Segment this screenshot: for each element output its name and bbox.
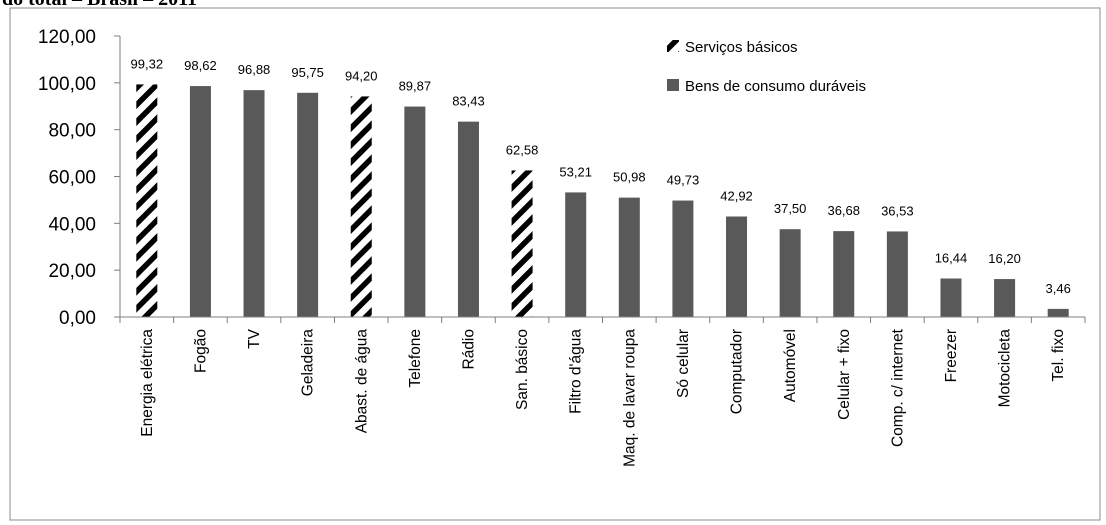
legend-label-basic-services: Serviços básicos <box>685 39 798 56</box>
data-label: 98,62 <box>184 58 217 73</box>
bar <box>994 279 1016 317</box>
bar <box>350 96 372 317</box>
category-label: Automóvel <box>782 329 799 402</box>
legend-swatch-solid <box>667 79 679 91</box>
data-label: 36,68 <box>827 203 860 218</box>
data-label: 89,87 <box>399 79 432 94</box>
category-label: Abast. de água <box>353 329 370 434</box>
category-label: Tel. fixo <box>1050 329 1067 382</box>
y-tick-label: 20,00 <box>48 261 96 282</box>
legend-swatch-hatched <box>667 40 679 52</box>
category-label: Maq. de lavar roupa <box>621 329 638 467</box>
category-label: Rádio <box>460 329 477 370</box>
data-label: 94,20 <box>345 68 378 83</box>
data-label: 96,88 <box>238 62 271 77</box>
category-label: Comp. c/ internet <box>889 328 906 447</box>
data-label: 16,44 <box>935 251 968 266</box>
data-label: 53,21 <box>559 164 592 179</box>
bars <box>136 84 1069 318</box>
bar <box>511 170 533 317</box>
category-label: Geladeira <box>300 329 317 397</box>
data-label: 42,92 <box>720 188 753 203</box>
bar <box>457 121 479 317</box>
bar <box>618 197 640 317</box>
y-tick-label: 40,00 <box>48 214 96 235</box>
legend-label-durable-goods: Bens de consumo duráveis <box>685 78 866 95</box>
data-label: 36,53 <box>881 203 914 218</box>
y-axis: 0,00 20,00 40,00 60,00 80,00 100,00 120,00 <box>38 27 121 329</box>
category-label: Freezer <box>943 329 960 382</box>
bar <box>136 84 158 318</box>
data-label: 50,98 <box>613 170 646 185</box>
y-tick-label: 80,00 <box>48 121 96 142</box>
category-label: Celular + fixo <box>836 329 853 420</box>
y-tick-label: 60,00 <box>48 168 96 189</box>
data-label: 49,73 <box>667 173 700 188</box>
category-label: Só celular <box>675 329 692 398</box>
data-label: 62,58 <box>506 142 539 157</box>
data-label: 37,50 <box>774 201 807 216</box>
y-tick-label: 100,00 <box>38 74 96 95</box>
x-axis: Energia elétrica Fogão TV Geladeira Abast. d… <box>119 316 1086 467</box>
y-tick-label: 0,00 <box>59 308 96 329</box>
legend-item-durable-goods: Bens de consumo duráveis <box>667 78 866 95</box>
y-tick-label: 120,00 <box>38 27 96 48</box>
bar <box>833 231 855 317</box>
bar <box>672 200 694 317</box>
category-label: Fogão <box>192 329 209 373</box>
chart-frame <box>9 7 1101 521</box>
bar <box>297 92 319 317</box>
bar <box>726 216 748 317</box>
category-label: TV <box>246 328 263 348</box>
category-label: Energia elétrica <box>139 329 156 437</box>
category-label: San. básico <box>514 329 531 410</box>
category-label: Motocicleta <box>997 329 1014 408</box>
data-label: 3,46 <box>1046 281 1071 296</box>
data-label: 99,32 <box>131 56 164 71</box>
category-label: Filtro d'água <box>568 329 585 414</box>
figure-caption: do total – Brasil – 2011 <box>2 0 197 11</box>
legend-item-basic-services: Serviços básicos <box>667 39 798 56</box>
bar <box>779 229 801 317</box>
category-label: Telefone <box>407 329 424 388</box>
data-label: 83,43 <box>452 94 485 109</box>
bar <box>243 90 265 317</box>
data-labels: 99,32 98,62 96,88 95,75 94,20 89,87 83,43 62,58… <box>131 56 1071 295</box>
bar <box>940 278 962 317</box>
data-label: 16,20 <box>988 251 1021 266</box>
bar <box>886 231 908 317</box>
bar <box>189 86 211 317</box>
category-label: Computador <box>729 329 746 414</box>
bar <box>404 106 426 317</box>
legend: Serviços básicos Bens de consumo durávei… <box>667 39 866 95</box>
bar <box>1047 308 1069 317</box>
data-label: 95,75 <box>291 65 324 80</box>
bar <box>565 192 587 317</box>
